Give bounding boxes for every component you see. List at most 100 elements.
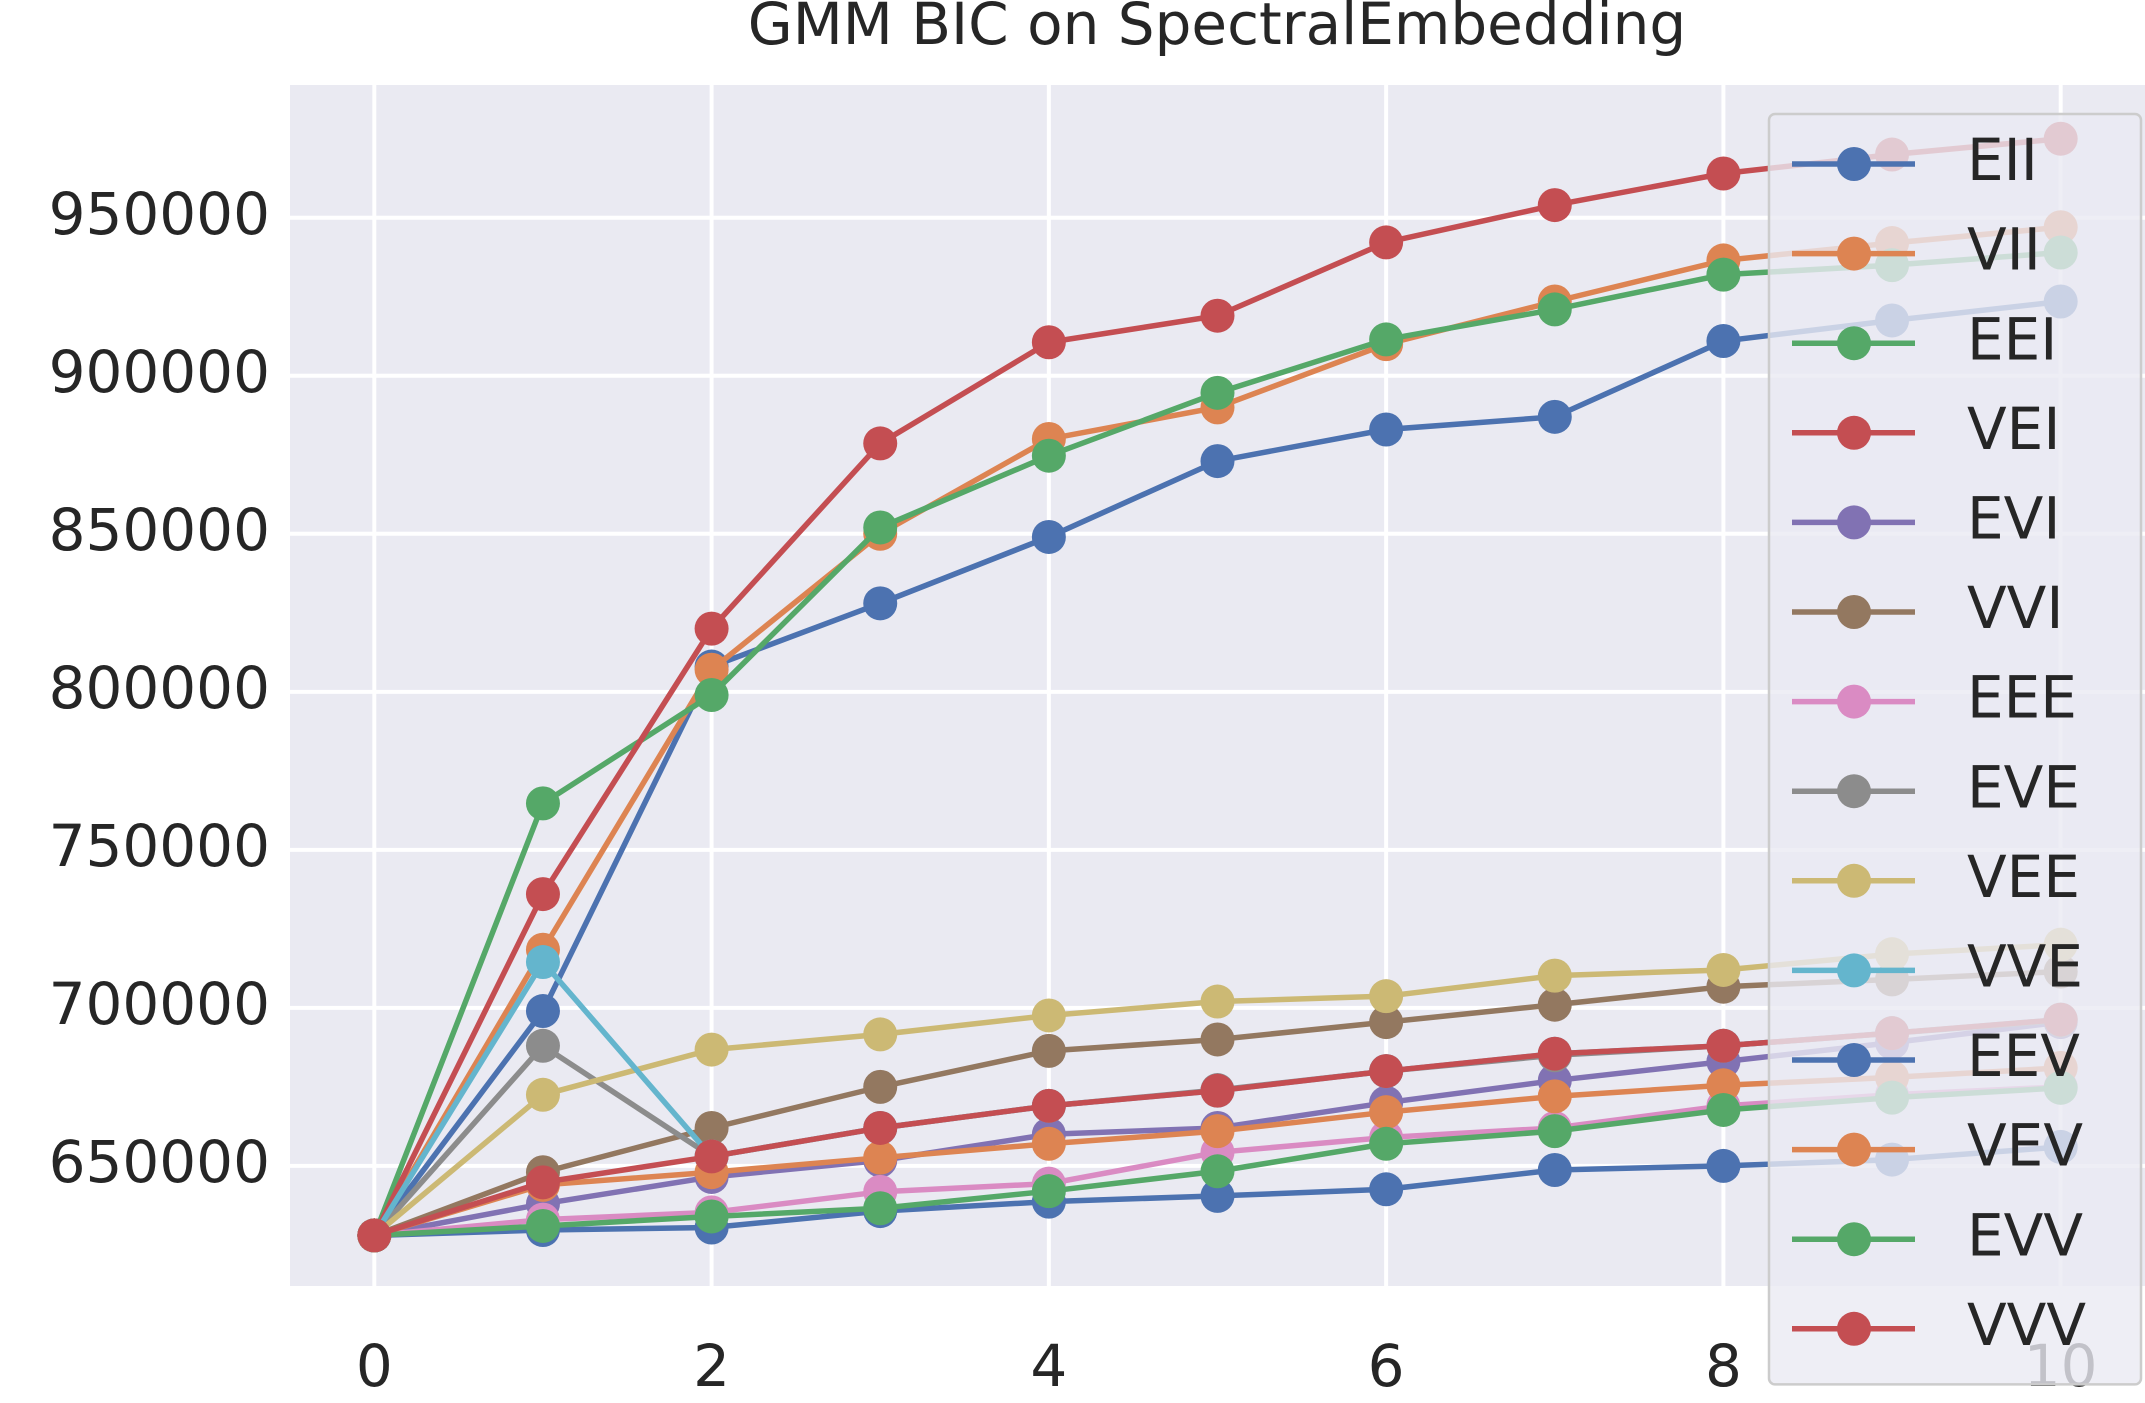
legend-marker bbox=[1837, 1043, 1871, 1077]
legend-marker bbox=[1837, 863, 1871, 898]
legend-marker bbox=[1837, 236, 1871, 271]
legend-label: EEE bbox=[1967, 664, 2077, 732]
data-point bbox=[1200, 1154, 1235, 1189]
data-point bbox=[525, 877, 560, 912]
data-point bbox=[1706, 324, 1741, 359]
data-point bbox=[1537, 1153, 1572, 1188]
data-point bbox=[863, 1110, 898, 1145]
data-point bbox=[694, 652, 729, 687]
x-tick-label: 8 bbox=[1705, 1332, 1742, 1400]
data-point bbox=[1537, 1079, 1572, 1114]
data-point bbox=[1369, 1054, 1404, 1089]
data-point bbox=[1031, 438, 1066, 473]
data-point bbox=[1031, 1174, 1066, 1209]
data-point bbox=[863, 586, 898, 621]
data-point bbox=[1200, 375, 1235, 410]
legend-label: VVI bbox=[1967, 574, 2063, 642]
data-point bbox=[1200, 444, 1235, 479]
data-point bbox=[694, 1139, 729, 1174]
data-point bbox=[1537, 987, 1572, 1022]
data-point bbox=[525, 1028, 560, 1063]
legend-label: EEV bbox=[1967, 1022, 2080, 1090]
data-point bbox=[1369, 1172, 1404, 1207]
data-point bbox=[1031, 1088, 1066, 1123]
data-point bbox=[1200, 984, 1235, 1019]
legend-marker bbox=[1837, 595, 1871, 629]
data-point bbox=[863, 1191, 898, 1226]
data-point bbox=[1706, 1068, 1741, 1103]
legend-marker bbox=[1837, 1132, 1871, 1167]
data-point bbox=[1200, 1178, 1235, 1213]
legend-marker bbox=[1837, 774, 1871, 809]
data-point bbox=[863, 1069, 898, 1104]
data-point bbox=[525, 994, 560, 1029]
legend-label: EVV bbox=[1967, 1201, 2083, 1269]
data-point bbox=[694, 1110, 729, 1145]
data-point bbox=[525, 1077, 560, 1112]
data-point bbox=[1369, 979, 1404, 1014]
data-point bbox=[1369, 412, 1404, 447]
data-point bbox=[1537, 292, 1572, 327]
data-point bbox=[1369, 1005, 1404, 1040]
data-point bbox=[1031, 1126, 1066, 1161]
data-point bbox=[694, 611, 729, 646]
data-point bbox=[1031, 325, 1066, 360]
data-point bbox=[1200, 1114, 1235, 1149]
data-point bbox=[525, 786, 560, 821]
data-point bbox=[863, 426, 898, 461]
data-point bbox=[525, 1165, 560, 1200]
data-point bbox=[1706, 257, 1741, 292]
legend-marker bbox=[1837, 326, 1871, 361]
legend-label: VEI bbox=[1967, 395, 2060, 463]
legend-label: EEI bbox=[1967, 305, 2057, 373]
data-point bbox=[1706, 1148, 1741, 1183]
y-tick-label: 700000 bbox=[49, 970, 270, 1038]
data-point bbox=[525, 945, 560, 980]
data-point bbox=[1537, 1114, 1572, 1149]
data-point bbox=[1200, 298, 1235, 333]
legend-label: VVE bbox=[1967, 933, 2083, 1001]
data-point bbox=[1537, 1036, 1572, 1071]
data-point bbox=[1706, 156, 1741, 191]
y-tick-label: 750000 bbox=[49, 812, 270, 880]
data-point bbox=[1706, 1092, 1741, 1127]
legend-label: EII bbox=[1967, 126, 2038, 194]
x-tick-label: 6 bbox=[1368, 1332, 1405, 1400]
legend-marker bbox=[1837, 953, 1871, 988]
legend-label: EVE bbox=[1967, 753, 2080, 821]
legend-label: VII bbox=[1967, 216, 2041, 284]
data-point bbox=[863, 1140, 898, 1175]
data-point bbox=[1369, 1095, 1404, 1130]
legend-label: VEV bbox=[1967, 1112, 2083, 1180]
x-tick-label: 0 bbox=[356, 1332, 393, 1400]
data-point bbox=[1537, 399, 1572, 434]
data-point bbox=[694, 1199, 729, 1234]
data-point bbox=[1369, 322, 1404, 357]
data-point bbox=[1200, 1022, 1235, 1057]
data-point bbox=[694, 677, 729, 712]
legend-label: EVI bbox=[1967, 485, 2060, 553]
data-point bbox=[863, 510, 898, 545]
data-point bbox=[1537, 958, 1572, 993]
legend-marker bbox=[1837, 415, 1871, 450]
data-point bbox=[1706, 952, 1741, 987]
legend: EII VII EEI VEI EVI VVI EEE EVE VEE VVE EEV VEV EVV V… bbox=[1767, 112, 2143, 1386]
data-point bbox=[525, 1208, 560, 1243]
data-point bbox=[863, 1017, 898, 1052]
legend-box bbox=[1767, 112, 2143, 1386]
legend-marker bbox=[1837, 147, 1871, 181]
data-point bbox=[1369, 1126, 1404, 1161]
legend-marker bbox=[1837, 1222, 1871, 1257]
data-point bbox=[1200, 1073, 1235, 1108]
y-tick-label: 850000 bbox=[49, 496, 270, 564]
legend-marker bbox=[1837, 684, 1871, 719]
legend-marker bbox=[1837, 1311, 1871, 1346]
y-tick-label: 950000 bbox=[49, 180, 270, 248]
legend-marker bbox=[1837, 505, 1871, 540]
data-point bbox=[694, 1032, 729, 1067]
data-point bbox=[1706, 1028, 1741, 1063]
data-point bbox=[1537, 188, 1572, 223]
data-point bbox=[1031, 1033, 1066, 1068]
data-point bbox=[1031, 519, 1066, 554]
